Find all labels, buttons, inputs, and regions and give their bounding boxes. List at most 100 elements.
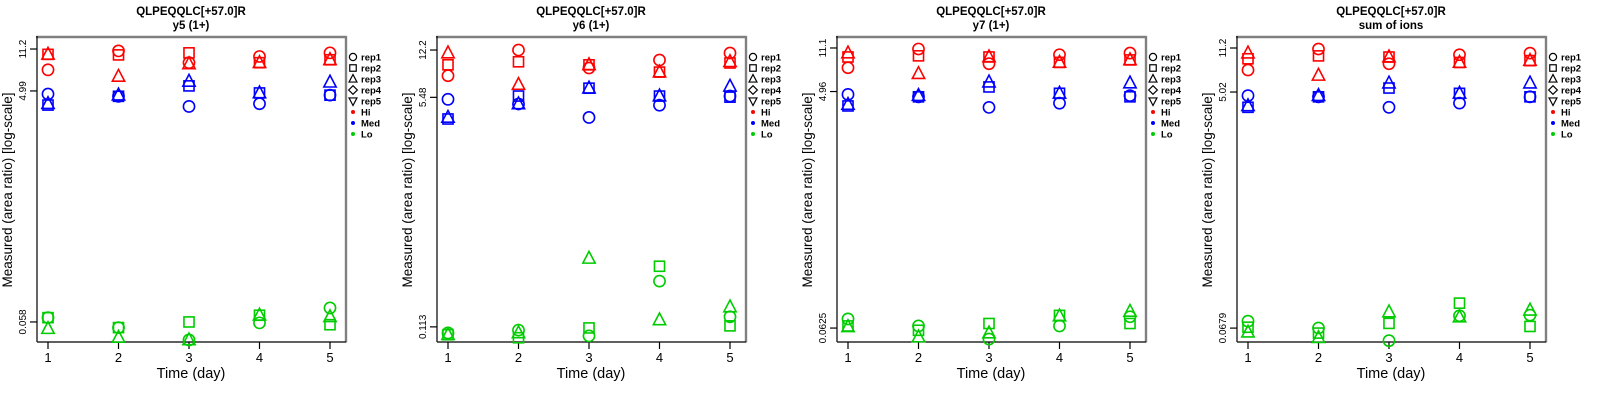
data-point-hi-rep1 bbox=[982, 57, 996, 71]
data-point-med-rep1 bbox=[653, 98, 666, 112]
y-tick-label: 0.058 bbox=[18, 309, 29, 334]
legend-label-Lo: Lo bbox=[361, 130, 373, 141]
legend-label-rep5: rep5 bbox=[361, 97, 382, 108]
data-point-hi-rep3 bbox=[1452, 53, 1467, 69]
x-tick-label: 4 bbox=[1456, 350, 1463, 365]
data-point-hi-rep3 bbox=[252, 53, 267, 69]
data-point-hi-rep1 bbox=[1053, 48, 1066, 62]
x-tick-label: 3 bbox=[585, 350, 592, 365]
legend-label-rep2: rep2 bbox=[361, 64, 381, 75]
data-point-med-rep2 bbox=[724, 91, 736, 103]
legend-label-Med: Med bbox=[1561, 119, 1580, 130]
data-point-med-rep2 bbox=[324, 89, 336, 101]
diamond-legend-icon bbox=[347, 84, 359, 96]
plot-subtitle: sum of ions bbox=[1359, 20, 1424, 32]
dot-legend-icon bbox=[1551, 110, 1555, 114]
panel-y7: QLPEQQLC[+57.0]R y7 (1+) 11.1 4.96 0.0625 1 2 3… bbox=[800, 0, 1200, 400]
triangle-down-legend-icon bbox=[348, 97, 358, 107]
legend-label-Med: Med bbox=[361, 119, 380, 130]
data-point-lo-rep3 bbox=[440, 325, 456, 341]
data-point-lo-rep2 bbox=[1242, 321, 1254, 334]
data-point-hi-rep3 bbox=[511, 75, 526, 91]
data-point-lo-rep3 bbox=[652, 311, 667, 326]
data-point-hi-rep1 bbox=[723, 46, 737, 60]
data-point-med-rep3 bbox=[511, 95, 526, 110]
data-point-med-rep3 bbox=[111, 86, 126, 101]
data-point-hi-rep3 bbox=[581, 56, 597, 71]
data-point-hi-rep1 bbox=[912, 42, 925, 56]
data-point-med-rep3 bbox=[1311, 86, 1326, 102]
triangle-up-legend-icon bbox=[1148, 73, 1158, 83]
y-tick-label: 11.2 bbox=[18, 39, 29, 58]
data-point-med-rep3 bbox=[1122, 74, 1138, 89]
x-tick-label: 1 bbox=[1244, 350, 1251, 365]
data-point-lo-rep2 bbox=[1312, 327, 1325, 339]
legend-label-rep5: rep5 bbox=[1561, 97, 1582, 108]
data-point-lo-rep2 bbox=[912, 324, 925, 337]
x-tick-label: 4 bbox=[656, 350, 663, 365]
data-point-med-rep1 bbox=[1382, 100, 1396, 114]
plot-title: QLPEQQLC[+57.0]R bbox=[536, 6, 646, 18]
data-point-hi-rep3 bbox=[911, 64, 926, 80]
data-point-hi-rep1 bbox=[1241, 63, 1255, 77]
data-point-lo-rep1 bbox=[982, 332, 996, 346]
data-point-lo-rep2 bbox=[983, 317, 995, 330]
dot-legend-icon bbox=[751, 110, 755, 114]
data-point-hi-rep3 bbox=[840, 44, 856, 59]
data-point-lo-rep3 bbox=[722, 298, 738, 313]
triangle-up-legend-icon bbox=[1548, 73, 1558, 83]
data-point-hi-rep3 bbox=[40, 45, 56, 60]
data-point-med-rep1 bbox=[841, 88, 855, 101]
x-tick-label: 1 bbox=[444, 350, 451, 365]
data-point-hi-rep2 bbox=[112, 49, 125, 61]
data-point-med-rep3 bbox=[652, 87, 667, 102]
data-point-lo-rep3 bbox=[1122, 302, 1138, 317]
legend-label-Hi: Hi bbox=[361, 108, 371, 119]
circle-legend-icon bbox=[1548, 52, 1558, 62]
data-point-lo-rep3 bbox=[1452, 308, 1467, 323]
circle-legend-icon bbox=[1148, 52, 1158, 62]
data-point-lo-rep1 bbox=[1453, 309, 1466, 323]
y-tick-label: 0.0679 bbox=[1218, 312, 1229, 343]
x-tick-label: 2 bbox=[915, 350, 922, 365]
data-point-hi-rep3 bbox=[440, 44, 456, 59]
data-point-lo-rep1 bbox=[1382, 334, 1396, 348]
data-point-hi-rep3 bbox=[1311, 66, 1326, 81]
x-tick-label: 4 bbox=[1056, 350, 1063, 365]
data-point-med-rep3 bbox=[722, 77, 738, 92]
square-legend-icon bbox=[1549, 64, 1557, 72]
dot-legend-icon bbox=[751, 132, 755, 136]
plot-subtitle: y6 (1+) bbox=[573, 20, 610, 32]
data-point-med-rep3 bbox=[1052, 84, 1067, 99]
legend-label-rep4: rep4 bbox=[1161, 86, 1182, 97]
plot-y6-svg: QLPEQQLC[+57.0]R y6 (1+) 12.2 5.48 0.113 1 2 3 4… bbox=[400, 6, 782, 382]
data-point-lo-rep1 bbox=[582, 329, 596, 343]
data-point-hi-rep2 bbox=[512, 55, 525, 68]
x-tick-label: 5 bbox=[726, 350, 733, 365]
square-legend-icon bbox=[749, 64, 757, 72]
x-tick-label: 2 bbox=[1315, 350, 1322, 365]
data-point-lo-rep3 bbox=[981, 324, 997, 339]
x-tick-label: 3 bbox=[1385, 350, 1392, 365]
data-point-lo-rep2 bbox=[724, 319, 736, 332]
x-tick-label: 1 bbox=[844, 350, 851, 365]
legend-label-rep2: rep2 bbox=[761, 64, 781, 75]
x-tick-label: 3 bbox=[185, 350, 192, 365]
data-point-hi-rep3 bbox=[722, 53, 738, 68]
x-axis-title: Time (day) bbox=[957, 366, 1026, 382]
data-point-lo-rep3 bbox=[111, 328, 126, 344]
data-point-med-rep3 bbox=[440, 108, 456, 124]
data-point-hi-rep3 bbox=[1052, 53, 1067, 68]
data-point-med-rep3 bbox=[840, 95, 856, 111]
y-axis-title: Measured (area ratio) [log-scale] bbox=[400, 92, 415, 287]
legend-label-rep5: rep5 bbox=[1161, 97, 1182, 108]
data-point-lo-rep1 bbox=[841, 312, 855, 326]
data-point-lo-rep3 bbox=[581, 249, 597, 264]
legend-label-Med: Med bbox=[761, 119, 780, 130]
data-point-med-rep3 bbox=[581, 79, 597, 94]
plot-title: QLPEQQLC[+57.0]R bbox=[1336, 6, 1446, 18]
dot-legend-icon bbox=[1551, 132, 1555, 136]
data-point-hi-rep1 bbox=[41, 63, 55, 77]
legend-label-rep4: rep4 bbox=[761, 86, 782, 97]
